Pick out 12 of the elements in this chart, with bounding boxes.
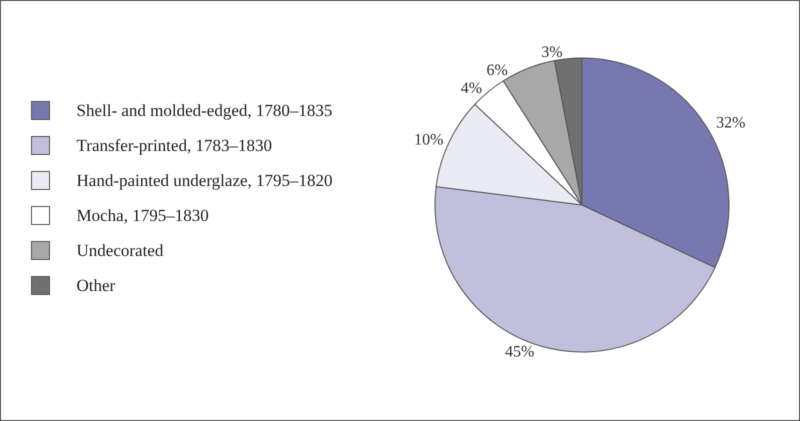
data-label: 4% [460,80,482,98]
legend-label: Undecorated [76,241,164,260]
data-label: 10% [414,131,444,148]
data-label: 3% [541,44,563,62]
legend-label: Shell- and molded-edged, 1780–1835 [76,101,332,120]
legend-label: Mocha, 1795–1830 [76,206,209,225]
data-label: 32% [716,114,746,132]
legend-label: Transfer-printed, 1783–1830 [76,136,272,155]
data-label: 6% [486,62,508,80]
data-label: 45% [504,343,534,360]
legend-label: Hand-painted underglaze, 1795–1820 [76,171,333,190]
legend-label: Other [76,276,116,295]
